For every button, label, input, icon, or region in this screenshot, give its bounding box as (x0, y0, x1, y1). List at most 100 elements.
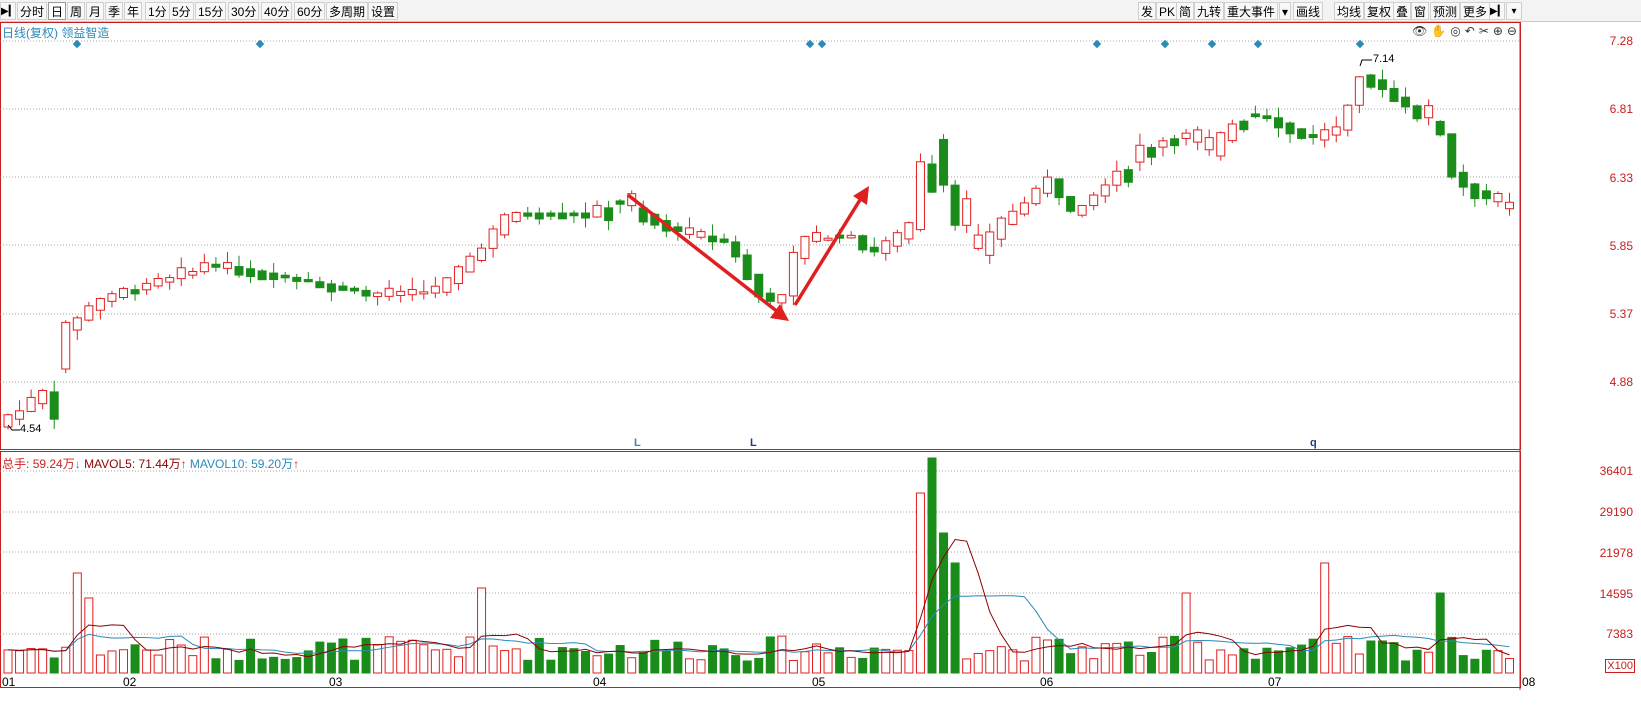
collapse-right-icon[interactable]: ▶▎ (1489, 2, 1505, 20)
volume-tick: 7383 (1606, 627, 1633, 641)
tab-day[interactable]: 日 (48, 2, 67, 20)
volume-bar (1135, 654, 1145, 674)
volume-bar (107, 650, 117, 674)
x-label: 02 (123, 675, 137, 689)
candle-body (1285, 122, 1295, 135)
tab-30min[interactable]: 30分 (228, 2, 260, 20)
candle-body (234, 266, 244, 276)
high-price-label: 7.14 (1373, 53, 1395, 65)
candle-body (1297, 128, 1307, 139)
candle-body (869, 246, 879, 253)
volume-bar (719, 648, 729, 674)
volume-series (3, 457, 1514, 674)
volume-bar (1389, 642, 1399, 674)
tab-quarter[interactable]: 季 (105, 2, 124, 20)
volume-bar (1158, 636, 1168, 674)
candle-body (361, 289, 371, 297)
volume-bar (1262, 647, 1272, 674)
volume-bar (777, 635, 787, 674)
candle-body (615, 200, 625, 205)
volume-bar (650, 639, 660, 674)
candle-body (1262, 115, 1272, 120)
candle-body (1170, 138, 1180, 147)
tab-60min[interactable]: 60分 (294, 2, 326, 20)
x-label: 07 (1268, 675, 1282, 689)
volume-bar (1031, 636, 1041, 674)
tab-40min[interactable]: 40分 (261, 2, 293, 20)
candle-body (1366, 74, 1376, 88)
up-arrow-line (793, 194, 865, 306)
chevron-down-icon[interactable]: ▾ (1506, 2, 1522, 20)
volume-bar (534, 637, 544, 674)
candle-body (1435, 120, 1445, 136)
volume-bar (892, 649, 902, 674)
mavol10-line (7, 595, 1510, 654)
candle-body (1135, 144, 1145, 163)
chart-tool-icons[interactable]: 👁✋◎↶✂⊕⊖ (1412, 24, 1521, 38)
candle-body (927, 163, 937, 193)
x-label: 03 (329, 675, 343, 689)
chart-grid (0, 22, 1521, 690)
candle-body (696, 231, 706, 238)
candle-body (430, 285, 440, 294)
volume-bar (604, 653, 614, 674)
volume-bar (119, 649, 128, 674)
tab-5min[interactable]: 5分 (169, 2, 194, 20)
mavol5-label: MAVOL5: (84, 457, 136, 471)
candle-body (1250, 113, 1260, 118)
tab-15min[interactable]: 15分 (195, 2, 227, 20)
volume-bar (1077, 646, 1087, 674)
events-dropdown-button[interactable]: ▾ (1279, 2, 1292, 20)
overlay-button[interactable]: 叠 (1393, 2, 1412, 20)
moving-average-button[interactable]: 均线 (1334, 2, 1365, 20)
candle-body (511, 211, 521, 222)
tab-multi-period[interactable]: 多周期 (326, 2, 369, 20)
candle-body (939, 138, 949, 186)
volume-bar (1481, 649, 1491, 674)
settings-button[interactable]: 设置 (368, 2, 399, 20)
candle-body (731, 241, 741, 258)
volume-bar (222, 648, 232, 674)
volume-bar (315, 641, 325, 674)
collapse-left-icon[interactable]: ▶▎ (0, 2, 16, 20)
forecast-button[interactable]: 预测 (1430, 2, 1461, 20)
tab-week[interactable]: 周 (67, 2, 86, 20)
volume-bar (684, 658, 694, 674)
chart-mode-label: 日线(复权) (2, 26, 58, 40)
simple-button[interactable]: 简 (1176, 2, 1195, 20)
volume-bar (511, 648, 521, 674)
tab-1min[interactable]: 1分 (145, 2, 170, 20)
volume-bar (49, 657, 59, 674)
publish-button[interactable]: 发 (1138, 2, 1157, 20)
nine-turn-button[interactable]: 九转 (1194, 2, 1225, 20)
candle-body (592, 204, 602, 218)
low-price-label: 4.54 (20, 423, 42, 435)
candle-body (488, 228, 498, 249)
volume-bar (1123, 641, 1133, 674)
tab-fenshi[interactable]: 分时 (17, 2, 48, 20)
pk-button[interactable]: PK (1156, 2, 1179, 20)
event-diamond-icon (72, 39, 82, 49)
tab-month[interactable]: 月 (86, 2, 105, 20)
volume-bar (303, 650, 313, 674)
candle-body (1227, 123, 1237, 142)
volume-bar (800, 651, 810, 674)
draw-line-button[interactable]: 画线 (1293, 2, 1324, 20)
event-diamond-icon (255, 39, 265, 49)
window-button[interactable]: 窗 (1411, 2, 1430, 20)
volume-bar (326, 642, 336, 674)
candle-body (303, 279, 313, 283)
volume-bar (338, 638, 348, 674)
mavol5-line (7, 538, 1510, 658)
major-events-button[interactable]: 重大事件 (1224, 2, 1279, 20)
more-button[interactable]: 更多 (1460, 2, 1491, 20)
price-tick: 7.28 (1609, 34, 1633, 48)
volume-bar (1250, 658, 1260, 674)
candle-body (985, 231, 995, 256)
volume-bar (211, 658, 221, 674)
candlestick-series (3, 69, 1514, 430)
volume-bar (1470, 658, 1480, 674)
candle-body (280, 274, 290, 279)
tab-year[interactable]: 年 (124, 2, 143, 20)
